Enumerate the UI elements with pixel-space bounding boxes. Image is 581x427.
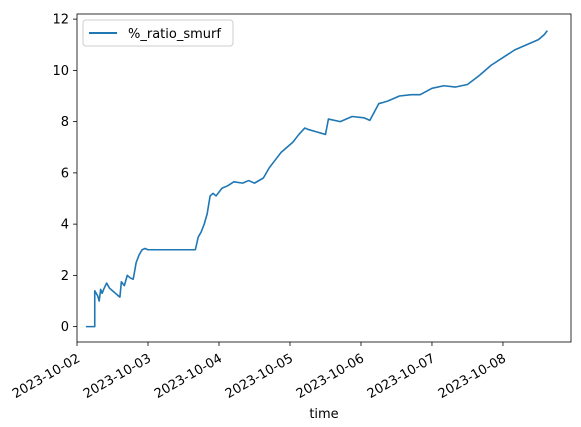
legend-entry-label: %_ratio_smurf (128, 27, 221, 42)
y-tick-label: 0 (61, 320, 69, 335)
legend-box (82, 19, 234, 47)
x-axis-label: time (309, 407, 338, 422)
x-axis: 2023-10-022023-10-032023-10-042023-10-05… (10, 342, 509, 402)
y-tick-label: 10 (52, 64, 69, 79)
y-tick-label: 6 (61, 166, 69, 181)
x-tick-label: 2023-10-04 (152, 351, 225, 402)
y-axis: 0 2 4 6 8 10 12 (52, 13, 77, 335)
x-tick-label: 2023-10-05 (223, 351, 296, 402)
y-tick-label: 8 (61, 115, 69, 130)
x-tick-label: 2023-10-02 (10, 351, 83, 402)
x-tick-label: 2023-10-08 (436, 351, 509, 402)
x-tick-label: 2023-10-03 (81, 351, 154, 402)
x-tick-label: 2023-10-07 (365, 351, 438, 402)
plot-area (77, 14, 571, 342)
y-tick-label: 2 (61, 269, 69, 284)
y-tick-label: 12 (52, 13, 69, 28)
legend: %_ratio_smurf (82, 19, 234, 47)
x-tick-label: 2023-10-06 (294, 351, 367, 402)
series-line-0 (85, 30, 548, 328)
plot-frame (76, 13, 572, 343)
series-layer (85, 30, 548, 328)
y-tick-label: 4 (61, 218, 69, 233)
